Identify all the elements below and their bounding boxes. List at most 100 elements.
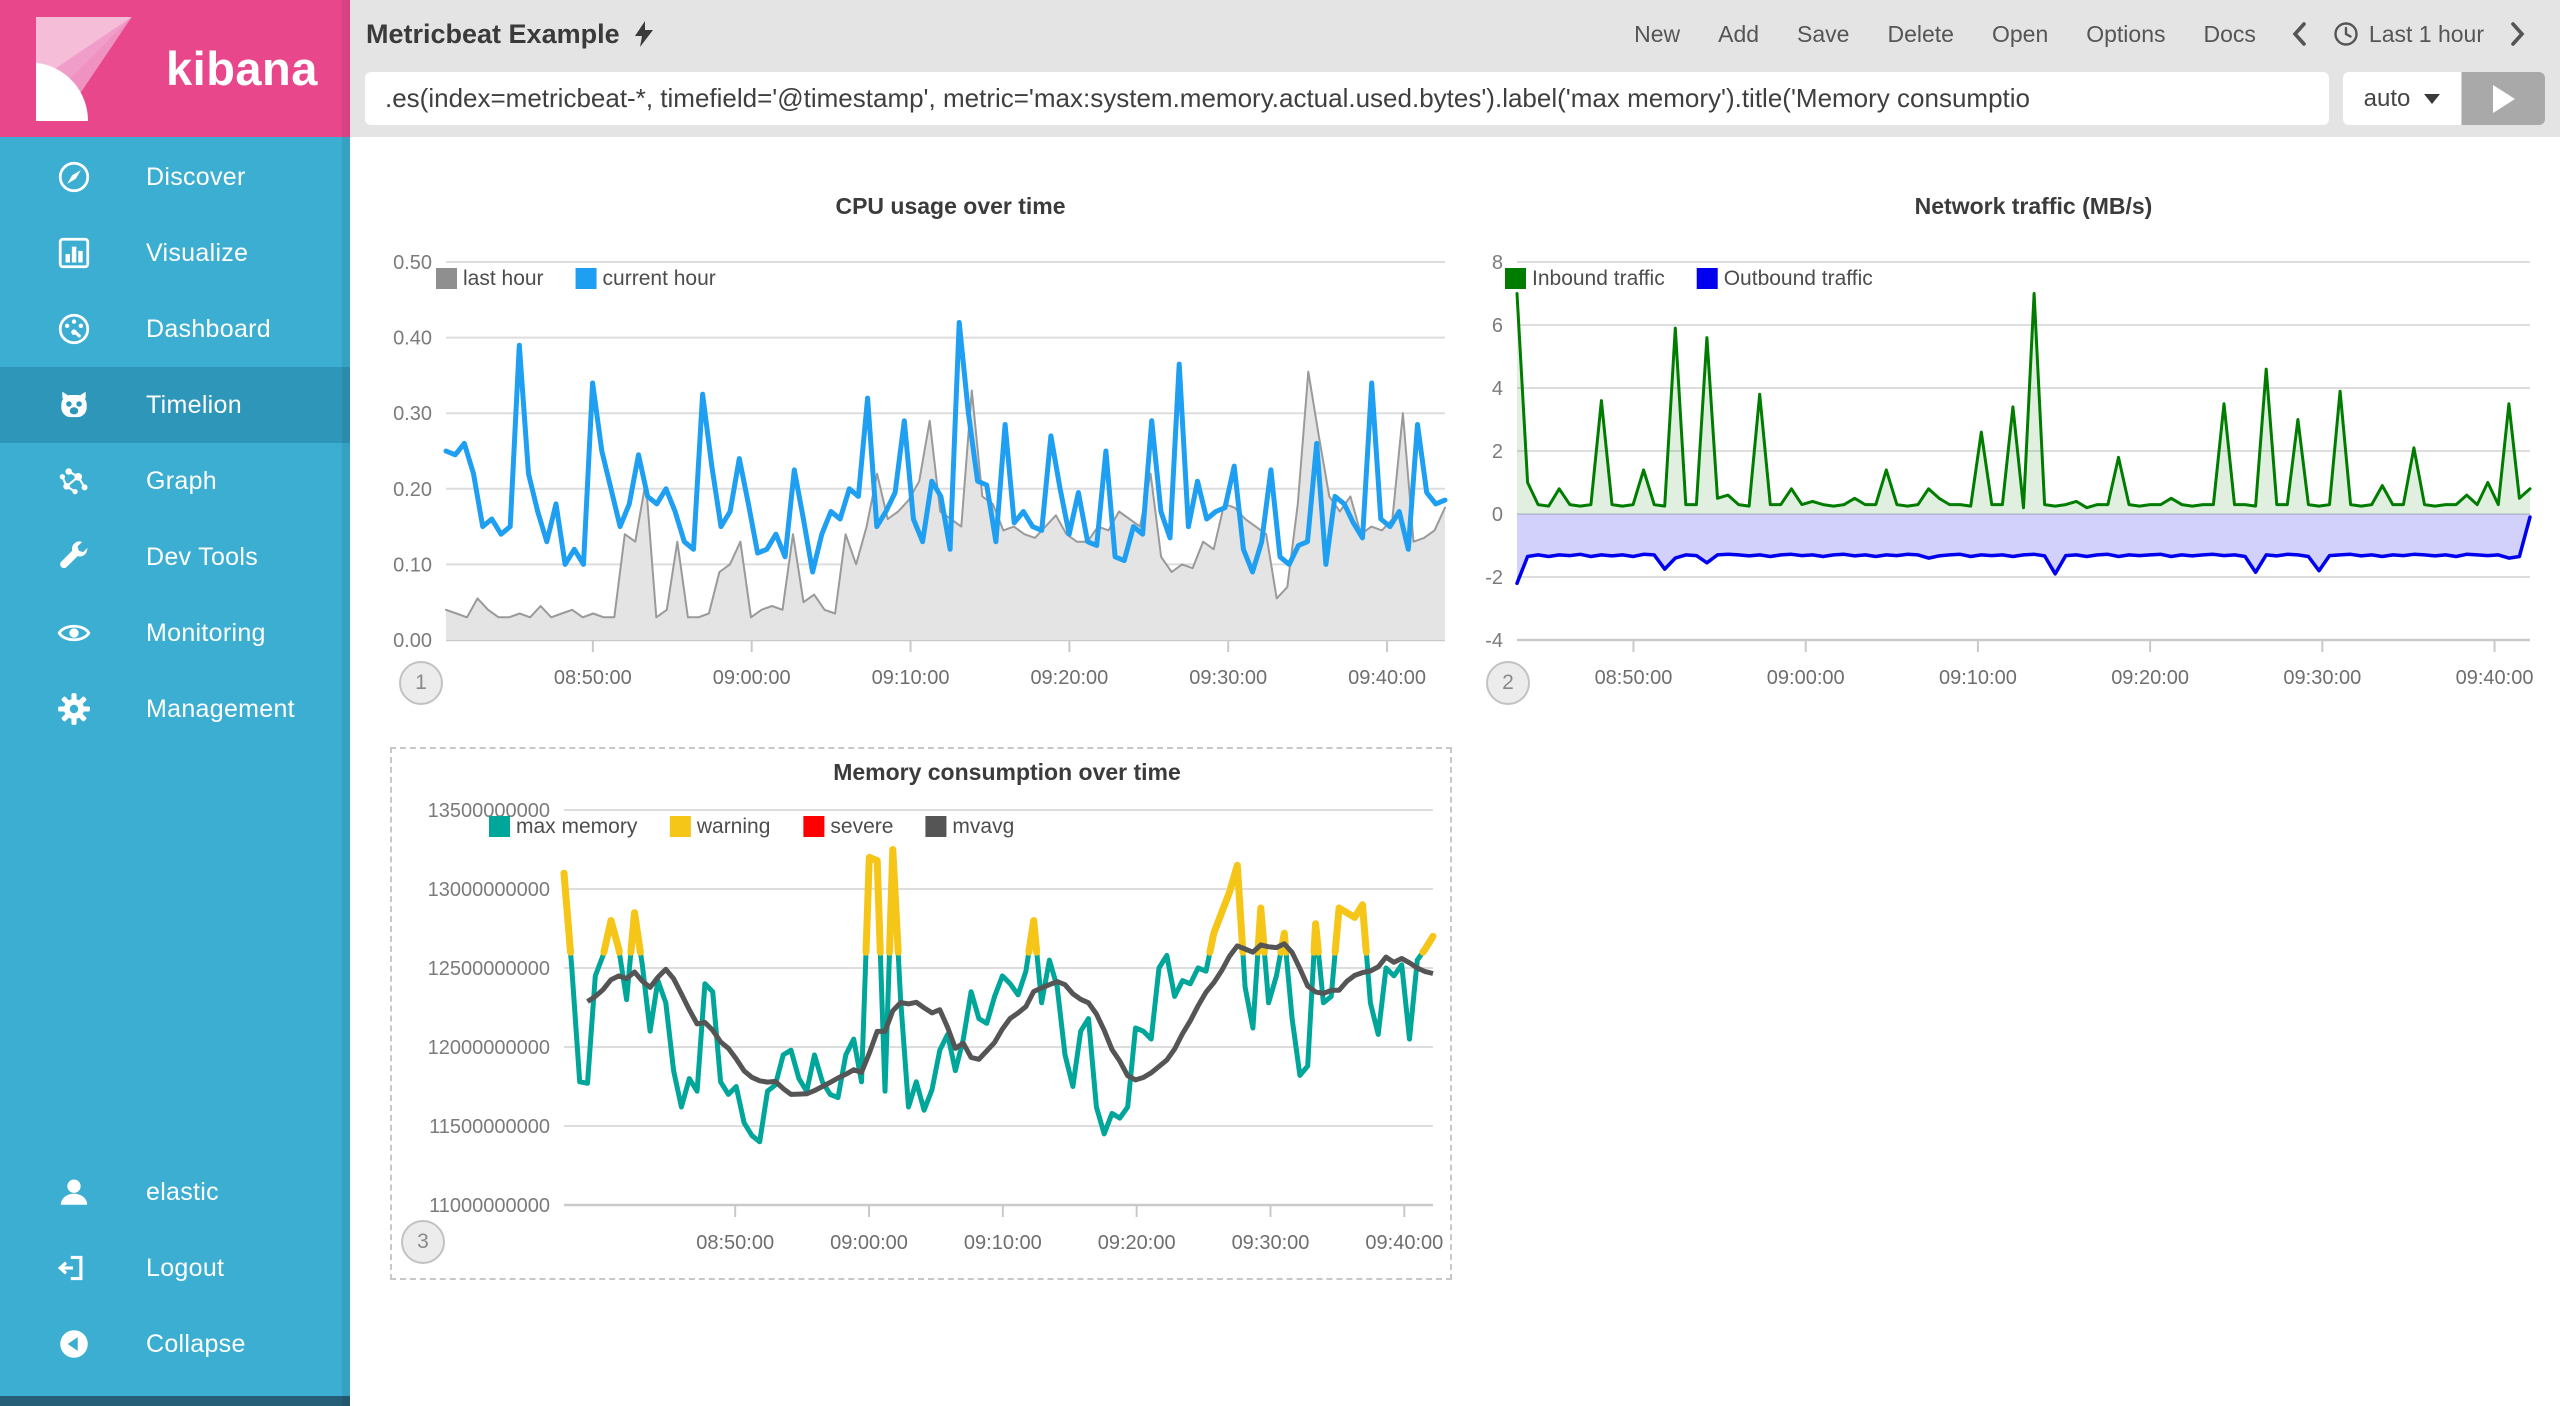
query-bar: auto (350, 68, 2560, 137)
collapse-icon (56, 1326, 92, 1362)
sidebar-item-collapse[interactable]: Collapse (0, 1306, 350, 1382)
x-tick-label: 09:30:00 (1232, 1232, 1310, 1254)
x-tick-label: 09:10:00 (1939, 667, 2017, 689)
menu-item-save[interactable]: Save (1797, 21, 1849, 48)
sidebar-footer: elastic LogoutCollapse (0, 1154, 350, 1382)
menu-item-open[interactable]: Open (1992, 21, 2048, 48)
chart-sequence-badge[interactable]: 1 (399, 661, 443, 705)
lightning-bolt-icon (632, 20, 656, 48)
legend-swatch (576, 268, 597, 289)
kibana-logo-icon (36, 17, 140, 121)
sidebar-item-label: Dashboard (146, 315, 271, 344)
sidebar-item-management[interactable]: Management (0, 671, 350, 747)
network-traffic-chart: -4-20246808:50:0009:00:0009:10:0009:20:0… (1477, 226, 2550, 700)
x-tick-label: 09:00:00 (1767, 667, 1845, 689)
wrench-icon (56, 539, 92, 575)
timelion-icon (56, 387, 92, 423)
sidebar-item-label: Timelion (146, 391, 242, 420)
sidebar-item-graph[interactable]: Graph (0, 443, 350, 519)
chart-panel-cpu[interactable]: CPU usage over time 0.000.100.200.300.40… (390, 180, 1455, 710)
sidebar-item-elastic[interactable]: elastic (0, 1154, 350, 1230)
chart-panel-network[interactable]: Network traffic (MB/s) -4-20246808:50:00… (1477, 180, 2550, 710)
y-tick-label: 2 (1492, 441, 1503, 463)
clock-icon (2333, 21, 2359, 47)
sidebar-item-label: Visualize (146, 239, 248, 268)
legend-swatch (803, 816, 824, 837)
timelion-query-input[interactable] (365, 72, 2329, 125)
chevron-left-icon[interactable] (2291, 21, 2307, 47)
menu-item-docs[interactable]: Docs (2204, 21, 2256, 48)
chevron-right-icon[interactable] (2510, 21, 2526, 47)
legend-label: Inbound traffic (1532, 267, 1665, 290)
topbar: Metricbeat Example New Add Save Delete Open O… (350, 0, 2560, 68)
sidebar-item-logout[interactable]: Logout (0, 1230, 350, 1306)
menu-item-options[interactable]: Options (2086, 21, 2165, 48)
interval-value: auto (2364, 85, 2411, 113)
series-line-max-memory (564, 850, 1433, 1142)
breadcrumb: Metricbeat Example (366, 19, 656, 50)
x-tick-label: 09:00:00 (830, 1232, 908, 1254)
interval-select[interactable]: auto (2343, 72, 2461, 125)
sidebar-item-discover[interactable]: Discover (0, 139, 350, 215)
sidebar: kibana Discover Visualize Dashboard Timelio… (0, 0, 350, 1406)
x-tick-label: 09:30:00 (1189, 667, 1267, 689)
series-line-warning (1335, 905, 1366, 952)
x-tick-label: 09:00:00 (713, 667, 791, 689)
dashboard-icon (56, 311, 92, 347)
time-range-label: Last 1 hour (2369, 21, 2484, 48)
menu-item-add[interactable]: Add (1718, 21, 1759, 48)
menu-item-delete[interactable]: Delete (1887, 21, 1953, 48)
chart-sequence-badge[interactable]: 2 (1486, 661, 1530, 705)
kibana-logo[interactable]: kibana (0, 0, 350, 137)
sidebar-item-dashboard[interactable]: Dashboard (0, 291, 350, 367)
series-area-Outbound-traffic (1517, 514, 2530, 583)
x-tick-label: 09:40:00 (1365, 1232, 1443, 1254)
charts-area: CPU usage over time 0.000.100.200.300.40… (350, 137, 2560, 1406)
memory-consumption-chart: 1100000000011500000000120000000001250000… (392, 789, 1450, 1278)
user-icon (56, 1174, 92, 1210)
graph-icon (56, 463, 92, 499)
y-tick-label: 6 (1492, 315, 1503, 337)
sidebar-item-visualize[interactable]: Visualize (0, 215, 350, 291)
series-line-warning (564, 873, 571, 952)
y-tick-label: 13000000000 (428, 879, 550, 901)
legend-swatch (1697, 268, 1718, 289)
chart-title: CPU usage over time (390, 180, 1455, 226)
page-title: Metricbeat Example (366, 19, 620, 50)
legend-label: current hour (603, 267, 716, 290)
x-tick-label: 09:30:00 (2283, 667, 2361, 689)
compass-icon (56, 159, 92, 195)
x-tick-label: 09:10:00 (872, 667, 950, 689)
sidebar-item-label: Dev Tools (146, 543, 258, 572)
sidebar-item-label: Graph (146, 467, 217, 496)
chart-panel-memory-selected[interactable]: Memory consumption over time 11000000000… (390, 747, 1452, 1280)
sidebar-item-dev-tools[interactable]: Dev Tools (0, 519, 350, 595)
time-picker[interactable]: Last 1 hour (2333, 21, 2484, 48)
chevron-down-icon (2424, 94, 2440, 104)
main-area: Metricbeat Example New Add Save Delete Open O… (350, 0, 2560, 1406)
y-tick-label: -2 (1485, 567, 1503, 589)
sidebar-item-monitoring[interactable]: Monitoring (0, 595, 350, 671)
bar-chart-icon (56, 235, 92, 271)
legend-swatch (1505, 268, 1526, 289)
series-line-warning (604, 921, 619, 953)
sidebar-item-label: elastic (146, 1178, 219, 1207)
x-tick-label: 09:20:00 (2111, 667, 2189, 689)
x-tick-label: 09:40:00 (2456, 667, 2534, 689)
y-tick-label: 12500000000 (428, 958, 550, 980)
y-tick-label: 0.30 (393, 403, 432, 425)
menu-item-new[interactable]: New (1634, 21, 1680, 48)
y-tick-label: 0.40 (393, 328, 432, 350)
y-tick-label: -4 (1485, 630, 1503, 652)
run-query-button[interactable] (2461, 72, 2545, 125)
y-tick-label: 0 (1492, 504, 1503, 526)
series-line-warning (866, 857, 880, 952)
sidebar-nav: Discover Visualize Dashboard Timelion Graph D… (0, 139, 350, 747)
chart-sequence-badge[interactable]: 3 (401, 1220, 445, 1264)
x-tick-label: 09:20:00 (1030, 667, 1108, 689)
x-tick-label: 08:50:00 (554, 667, 632, 689)
chart-legend: Inbound trafficOutbound traffic (1505, 267, 1873, 290)
sidebar-item-timelion[interactable]: Timelion (0, 367, 350, 443)
series-line-warning (890, 850, 899, 953)
legend-label: max memory (516, 815, 638, 838)
